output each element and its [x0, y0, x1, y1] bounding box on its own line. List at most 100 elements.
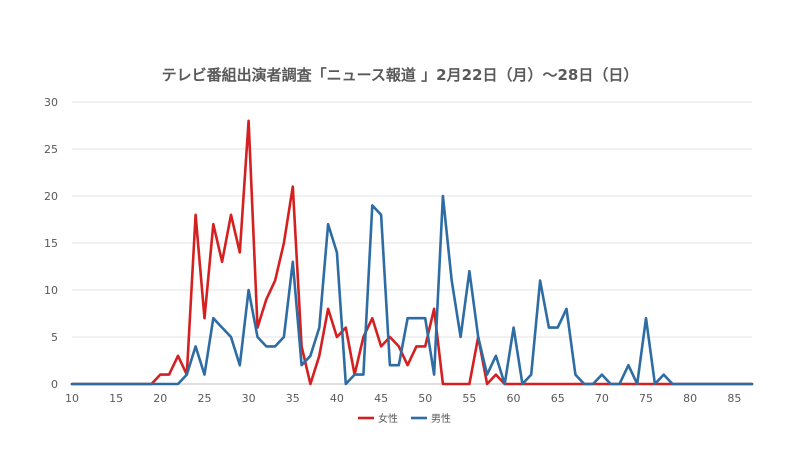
data-point [732, 382, 736, 386]
data-point [714, 382, 718, 386]
data-point [450, 278, 454, 282]
data-point [317, 325, 321, 329]
data-point [414, 316, 418, 320]
data-point [273, 278, 277, 282]
data-point [246, 288, 250, 292]
data-point [644, 316, 648, 320]
data-point [114, 382, 118, 386]
y-axis-ticks: 0 5 10 15 20 25 30 [44, 96, 58, 391]
data-point [494, 372, 498, 376]
data-point [105, 382, 109, 386]
data-point [405, 363, 409, 367]
data-point [87, 382, 91, 386]
data-point [229, 335, 233, 339]
y-tick-label: 15 [44, 237, 58, 250]
data-point [511, 382, 515, 386]
data-point [476, 335, 480, 339]
y-tick-label: 25 [44, 143, 58, 156]
data-point [644, 382, 648, 386]
data-point [352, 372, 356, 376]
data-point [600, 372, 604, 376]
data-point [556, 382, 560, 386]
data-point [635, 382, 639, 386]
data-point [79, 382, 83, 386]
data-point [697, 382, 701, 386]
chart-title: テレビ番組出演者調査「ニュース報道 」2月22日（月）～28日（日） [161, 66, 639, 84]
data-point [626, 363, 630, 367]
data-point [661, 372, 665, 376]
y-tick-label: 0 [51, 378, 58, 391]
data-point [670, 382, 674, 386]
data-point [211, 222, 215, 226]
data-point [529, 372, 533, 376]
data-point [211, 316, 215, 320]
data-point [467, 382, 471, 386]
data-point [335, 250, 339, 254]
data-point [547, 325, 551, 329]
x-tick-label: 60 [507, 392, 521, 405]
data-point [158, 372, 162, 376]
data-point [538, 278, 542, 282]
data-point [326, 222, 330, 226]
data-point [370, 203, 374, 207]
data-point [679, 382, 683, 386]
data-point [397, 344, 401, 348]
y-tick-label: 20 [44, 190, 58, 203]
data-point [282, 335, 286, 339]
data-point [202, 372, 206, 376]
data-point [556, 325, 560, 329]
data-point [140, 382, 144, 386]
data-point [291, 184, 295, 188]
data-point [450, 382, 454, 386]
data-point [220, 260, 224, 264]
data-point [185, 372, 189, 376]
x-tick-label: 85 [727, 392, 741, 405]
data-point [458, 335, 462, 339]
data-point [414, 344, 418, 348]
data-point [529, 382, 533, 386]
data-point [432, 307, 436, 311]
data-point [432, 372, 436, 376]
x-tick-label: 80 [683, 392, 697, 405]
series-line-female [70, 119, 754, 386]
data-point [423, 316, 427, 320]
data-point [609, 382, 613, 386]
data-point [167, 372, 171, 376]
x-tick-label: 20 [153, 392, 167, 405]
series-line-male [70, 194, 754, 386]
x-tick-label: 50 [418, 392, 432, 405]
data-point [158, 382, 162, 386]
data-point [264, 297, 268, 301]
data-point [706, 382, 710, 386]
data-point [405, 316, 409, 320]
x-tick-label: 70 [595, 392, 609, 405]
data-point [547, 382, 551, 386]
data-point [255, 335, 259, 339]
data-point [308, 354, 312, 358]
data-point [458, 382, 462, 386]
data-point [723, 382, 727, 386]
data-point [202, 316, 206, 320]
legend: 女性 男性 [358, 412, 451, 425]
data-point [299, 363, 303, 367]
data-point [564, 382, 568, 386]
data-point [494, 354, 498, 358]
data-point [308, 382, 312, 386]
data-point [176, 354, 180, 358]
data-point [176, 382, 180, 386]
data-point [273, 344, 277, 348]
data-point [397, 363, 401, 367]
data-point [70, 382, 74, 386]
data-point [467, 269, 471, 273]
data-point [149, 382, 153, 386]
x-tick-label: 75 [639, 392, 653, 405]
legend-label: 女性 [378, 412, 398, 425]
data-point [264, 344, 268, 348]
data-point [564, 307, 568, 311]
data-point [582, 382, 586, 386]
data-point [485, 372, 489, 376]
data-point [653, 382, 657, 386]
data-point [441, 382, 445, 386]
y-tick-label: 5 [51, 331, 58, 344]
